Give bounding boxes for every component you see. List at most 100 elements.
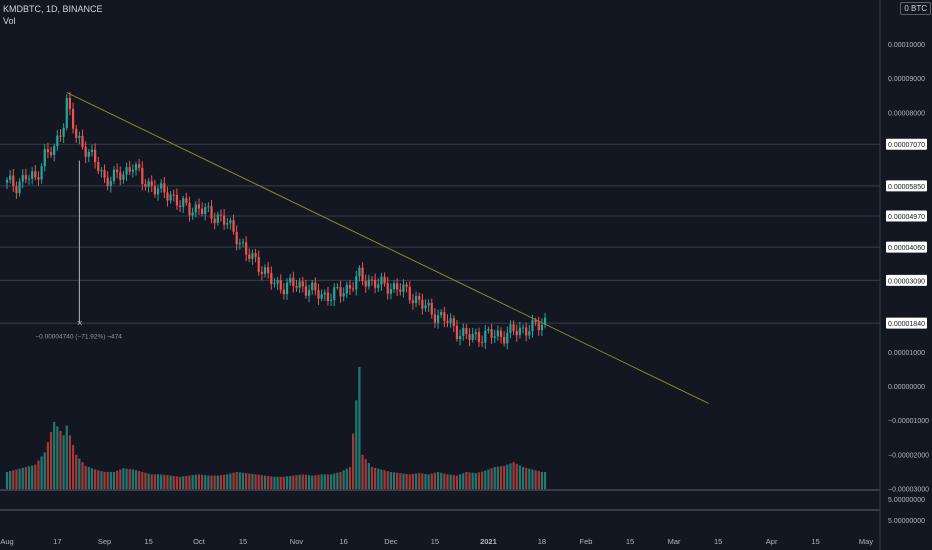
- candle-body: [307, 290, 311, 296]
- candle-body: [462, 328, 465, 336]
- volume-bar: [81, 462, 84, 489]
- candle-body: [103, 170, 106, 178]
- candle-body: [68, 97, 72, 109]
- volume-bar: [241, 472, 245, 489]
- candle-body: [320, 294, 323, 299]
- volume-bar: [411, 473, 415, 489]
- candle-body: [276, 280, 279, 284]
- volume-bar: [339, 471, 342, 489]
- trendline: [66, 92, 709, 404]
- candle-body: [238, 243, 241, 245]
- candle-body: [402, 284, 405, 292]
- volume-bar: [408, 474, 411, 489]
- x-tick-label: May: [859, 537, 873, 546]
- x-tick-label: Aug: [0, 537, 13, 546]
- price-label-box: [886, 180, 927, 192]
- volume-bar: [263, 475, 267, 489]
- candle-body: [496, 330, 499, 337]
- volume-bar: [333, 473, 336, 489]
- volume-bar: [503, 465, 506, 489]
- candle-body: [97, 162, 100, 172]
- x-tick-label: 15: [239, 537, 247, 546]
- candle-body: [477, 332, 481, 342]
- candle-body: [216, 214, 219, 224]
- volume-bar: [326, 474, 330, 489]
- volume-bar: [194, 474, 197, 489]
- volume-bar: [452, 475, 455, 489]
- volume-bar: [59, 430, 62, 489]
- candle-body: [543, 317, 547, 325]
- candle-body: [427, 302, 430, 306]
- volume-bar: [462, 473, 465, 489]
- volume-bar: [254, 474, 257, 489]
- candle-body: [223, 215, 226, 225]
- candle-body: [59, 135, 62, 137]
- price-label: 0.00004060: [888, 245, 925, 252]
- volume-bar: [257, 474, 260, 489]
- symbol-title[interactable]: KMDBTC, 1D, BINANCE: [3, 4, 103, 14]
- volume-bar: [106, 471, 109, 489]
- y-tick-label: −0.00001000: [888, 418, 929, 425]
- volume-bar: [251, 473, 254, 489]
- candle-body: [191, 212, 194, 216]
- volume-bar: [282, 476, 285, 489]
- volume-bar: [75, 454, 78, 489]
- currency-badge[interactable]: 0 BTC: [900, 2, 931, 15]
- candle-body: [352, 288, 355, 290]
- candle-body: [405, 284, 408, 287]
- candle-body: [433, 314, 437, 323]
- candle-body: [226, 223, 229, 225]
- candle-body: [125, 167, 128, 175]
- candle-body: [490, 329, 493, 338]
- candle-body: [128, 167, 131, 172]
- volume-bar: [389, 471, 392, 489]
- candle-body: [53, 146, 56, 155]
- candle-body: [521, 327, 525, 329]
- volume-bar: [465, 471, 468, 489]
- volume-bar: [433, 472, 437, 489]
- candle-body: [499, 330, 503, 338]
- candle-body: [418, 296, 421, 300]
- volume-bar: [386, 471, 389, 489]
- volume-bar: [31, 465, 34, 489]
- candle-body: [515, 331, 518, 336]
- candle-body: [204, 207, 207, 214]
- volume-bar: [150, 474, 153, 489]
- y-tick-label: 0.00000000: [888, 384, 925, 391]
- candle-body: [481, 341, 484, 343]
- candle-body: [292, 277, 295, 287]
- candle-body: [263, 267, 267, 274]
- volume-bar: [414, 473, 418, 489]
- volume-bar: [515, 463, 518, 489]
- candle-body: [512, 324, 515, 332]
- candle-body: [421, 299, 424, 309]
- volume-legend[interactable]: Vol: [3, 16, 16, 26]
- candle-body: [342, 293, 345, 297]
- candle-body: [367, 279, 370, 287]
- volume-bar: [207, 475, 210, 489]
- candle-body: [487, 329, 490, 331]
- candle-body: [528, 331, 531, 336]
- candle-body: [314, 282, 317, 291]
- volume-bar: [100, 471, 103, 489]
- volume-bar: [418, 473, 421, 489]
- volume-bar: [307, 475, 311, 489]
- candle-body: [134, 164, 138, 170]
- volume-bar: [103, 471, 106, 489]
- volume-bar: [537, 471, 540, 489]
- candle-body: [248, 254, 251, 259]
- candle-body: [153, 186, 156, 195]
- measure-end-marker: ×: [76, 319, 83, 328]
- candle-body: [370, 279, 374, 281]
- candle-body: [458, 335, 462, 340]
- candle-body: [329, 299, 333, 302]
- volume-bar: [210, 475, 213, 489]
- volume-bar: [267, 475, 270, 489]
- volume-bar: [487, 469, 490, 489]
- volume-bar: [166, 475, 169, 489]
- volume-bar: [134, 470, 138, 489]
- candle-body: [525, 327, 528, 336]
- volume-bar: [358, 367, 361, 489]
- x-tick-label: Feb: [579, 537, 592, 546]
